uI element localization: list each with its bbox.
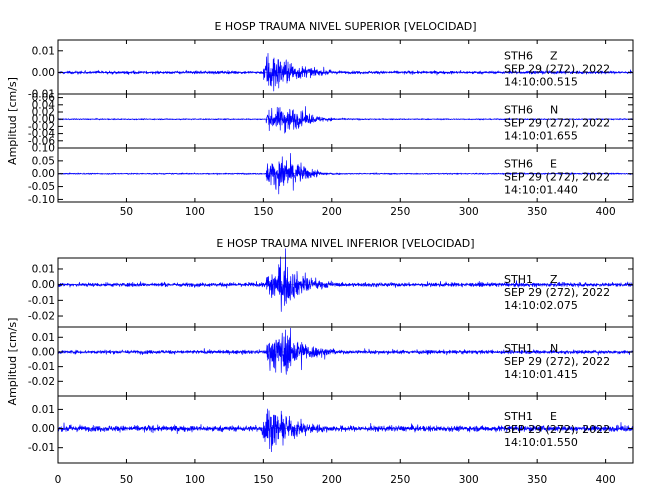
x-tick-label: 350 (527, 474, 547, 486)
y-tick-label: 0.00 (32, 279, 55, 291)
trace-panel-sth6-n: 0.060.040.020.00-0.02-0.04-0.06 STH6 NSEP … (28, 92, 634, 149)
y-tick-label: 0.10 (32, 143, 55, 155)
y-tick-label: 0.00 (32, 168, 55, 180)
waveform-line (57, 248, 634, 312)
panel-frame (57, 147, 634, 203)
time-label: 14:10:00.515 (504, 75, 578, 88)
x-tick-label: 400 (596, 206, 616, 218)
x-tick-label: 100 (185, 206, 205, 218)
y-tick-label: -0.01 (28, 361, 55, 373)
time-label: 14:10:01.550 (504, 436, 578, 449)
x-tick-label: 300 (459, 206, 479, 218)
chart-group-1: E HOSP TRAUMA NIVEL SUPERIOR [VELOCIDAD]… (6, 20, 634, 218)
x-tick-label: 350 (527, 206, 547, 218)
y-tick-label: -0.10 (28, 194, 55, 206)
waveform-line (57, 53, 634, 92)
y-axis-label: Amplitud [cm/s] (6, 318, 19, 406)
station-label: STH6 (504, 103, 533, 116)
y-tick-label: 0.00 (32, 346, 55, 358)
time-label: 14:10:01.440 (504, 183, 578, 196)
x-tick-label: 50 (120, 206, 133, 218)
x-tick-label: 0 (55, 474, 62, 486)
y-tick-label: -0.01 (28, 442, 55, 454)
y-tick-label: 0.02 (32, 107, 55, 119)
date-label: SEP 29 (272), 2022 (504, 170, 610, 183)
y-tick-label: 0.01 (32, 332, 55, 344)
date-label: SEP 29 (272), 2022 (504, 116, 610, 129)
waveform-line (57, 153, 634, 195)
x-tick-label: 150 (253, 474, 273, 486)
y-tick-label: 0.00 (32, 423, 55, 435)
y-tick-label: 0.01 (32, 263, 55, 275)
component-label: Z (550, 273, 558, 286)
station-label: STH1 (504, 273, 533, 286)
y-tick-label: 0.04 (32, 99, 56, 111)
y-tick-label: -0.04 (28, 128, 55, 140)
time-label: 14:10:01.655 (504, 129, 578, 142)
y-tick-label: 0.06 (32, 92, 56, 104)
x-tick-label: 300 (459, 474, 479, 486)
panel-frame (57, 395, 634, 464)
y-tick-label: 0.05 (32, 155, 55, 167)
date-label: SEP 29 (272), 2022 (504, 286, 610, 299)
component-label: E (550, 410, 557, 423)
component-label: N (550, 103, 558, 116)
component-label: Z (550, 49, 558, 62)
x-tick-label: 150 (253, 206, 273, 218)
station-label: STH6 (504, 49, 533, 62)
y-tick-label: 0.01 (32, 404, 55, 416)
x-tick-label: 200 (322, 474, 342, 486)
waveform-line (57, 408, 634, 453)
component-label: E (550, 157, 557, 170)
station-label: STH1 (504, 410, 533, 423)
time-label: 14:10:01.415 (504, 368, 578, 381)
x-tick-label: 250 (390, 206, 410, 218)
x-tick-label: 100 (185, 474, 205, 486)
y-tick-label: 0.00 (32, 114, 55, 126)
waveform-line (57, 327, 634, 375)
date-label: SEP 29 (272), 2022 (504, 355, 610, 368)
x-tick-label: 400 (596, 474, 616, 486)
x-tick-label: 200 (322, 206, 342, 218)
x-tick-label: 50 (120, 474, 133, 486)
time-label: 14:10:02.075 (504, 299, 578, 312)
station-label: STH1 (504, 342, 533, 355)
y-tick-label: 0.00 (32, 67, 55, 79)
y-tick-label: -0.02 (28, 311, 55, 323)
station-label: STH6 (504, 157, 533, 170)
y-tick-label: -0.01 (28, 295, 55, 307)
y-tick-label: -0.02 (28, 121, 55, 133)
chart-title: E HOSP TRAUMA NIVEL INFERIOR [VELOCIDAD] (216, 237, 474, 250)
waveform-line (57, 106, 634, 134)
x-tick-label: 250 (390, 474, 410, 486)
y-tick-label: -0.05 (28, 181, 55, 193)
chart-group-2: E HOSP TRAUMA NIVEL INFERIOR [VELOCIDAD]… (6, 237, 634, 486)
y-tick-label: -0.06 (28, 135, 55, 147)
y-tick-label: 0.01 (32, 45, 55, 57)
date-label: SEP 29 (272), 2022 (504, 423, 610, 436)
y-tick-label: -0.01 (28, 89, 55, 101)
date-label: SEP 29 (272), 2022 (504, 62, 610, 75)
y-axis-label: Amplitud [cm/s] (6, 77, 19, 165)
chart-title: E HOSP TRAUMA NIVEL SUPERIOR [VELOCIDAD] (214, 20, 476, 33)
component-label: N (550, 342, 558, 355)
y-tick-label: -0.02 (28, 376, 55, 388)
